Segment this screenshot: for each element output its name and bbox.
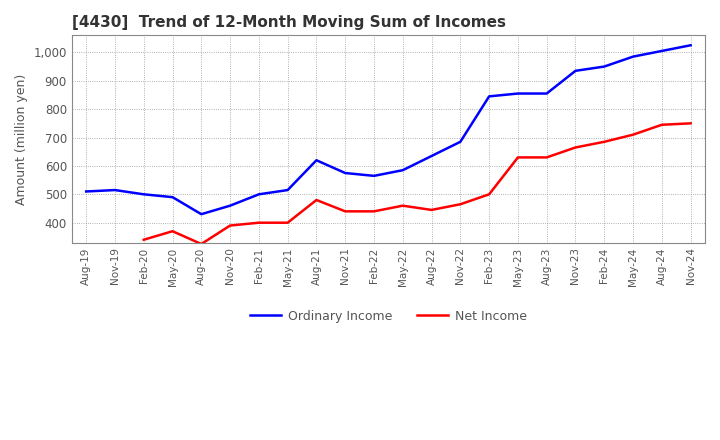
Ordinary Income — [600, 64, 608, 69]
Ordinary Income — [456, 139, 464, 144]
Ordinary Income — [111, 187, 120, 193]
Ordinary Income — [571, 68, 580, 73]
Net Income — [398, 203, 407, 208]
Ordinary Income — [140, 192, 148, 197]
Ordinary Income — [629, 54, 637, 59]
Ordinary Income — [398, 168, 407, 173]
Net Income — [312, 198, 321, 203]
Legend: Ordinary Income, Net Income: Ordinary Income, Net Income — [246, 304, 531, 327]
Net Income — [542, 155, 551, 160]
Ordinary Income — [197, 212, 206, 217]
Y-axis label: Amount (million yen): Amount (million yen) — [15, 73, 28, 205]
Line: Ordinary Income: Ordinary Income — [86, 45, 690, 214]
Text: [4430]  Trend of 12-Month Moving Sum of Incomes: [4430] Trend of 12-Month Moving Sum of I… — [72, 15, 505, 30]
Ordinary Income — [341, 170, 349, 176]
Net Income — [571, 145, 580, 150]
Ordinary Income — [657, 48, 666, 54]
Ordinary Income — [485, 94, 493, 99]
Net Income — [629, 132, 637, 137]
Net Income — [284, 220, 292, 225]
Ordinary Income — [542, 91, 551, 96]
Net Income — [427, 207, 436, 213]
Net Income — [456, 202, 464, 207]
Ordinary Income — [168, 194, 177, 200]
Net Income — [485, 192, 493, 197]
Net Income — [600, 139, 608, 144]
Net Income — [255, 220, 264, 225]
Ordinary Income — [686, 43, 695, 48]
Ordinary Income — [513, 91, 522, 96]
Ordinary Income — [226, 203, 235, 208]
Line: Net Income: Net Income — [144, 123, 690, 244]
Ordinary Income — [82, 189, 91, 194]
Ordinary Income — [427, 154, 436, 159]
Ordinary Income — [255, 192, 264, 197]
Net Income — [513, 155, 522, 160]
Net Income — [686, 121, 695, 126]
Net Income — [168, 229, 177, 234]
Ordinary Income — [369, 173, 378, 179]
Net Income — [341, 209, 349, 214]
Ordinary Income — [312, 158, 321, 163]
Ordinary Income — [284, 187, 292, 193]
Net Income — [369, 209, 378, 214]
Net Income — [197, 242, 206, 247]
Net Income — [226, 223, 235, 228]
Net Income — [140, 237, 148, 242]
Net Income — [657, 122, 666, 128]
